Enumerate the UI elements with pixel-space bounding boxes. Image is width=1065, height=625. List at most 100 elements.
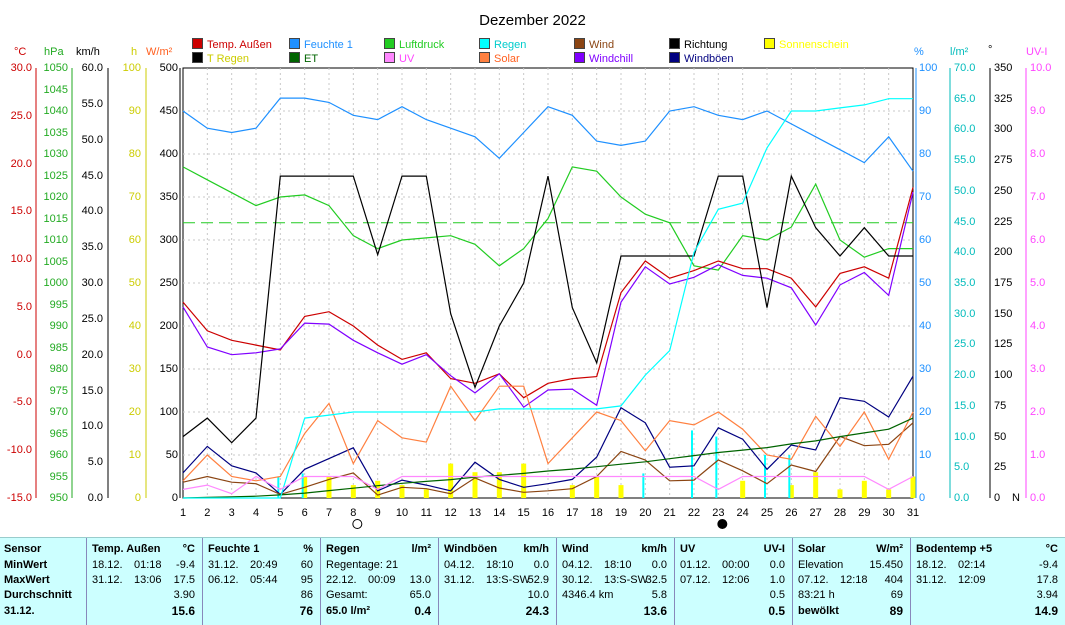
summary-cell-time: 13:S-SW <box>486 574 531 586</box>
y-tick-rain_lm2: 70.0 <box>954 62 976 74</box>
y-tick-direction_deg: 75 <box>994 399 1007 412</box>
bar-sonnenschein <box>472 472 478 498</box>
y-tick-wind_kmh: 10.0 <box>81 420 103 433</box>
summary-cell-date: 31.12. <box>92 574 123 586</box>
y-tick-humidity_pct: 0 <box>919 492 926 504</box>
summary-cell-value: 0.0 <box>769 559 785 571</box>
y-tick-rain_lm2: 40.0 <box>954 246 976 259</box>
summary-panel: Sensor MinWert MaxWert Durchschnitt 31.12. Te… <box>0 537 1065 625</box>
summary-cell-time: 18:10 <box>486 559 514 571</box>
summary-cell-time: 12:06 <box>722 574 750 586</box>
y-tick-wind_kmh: 5.0 <box>87 456 103 469</box>
y-tick-uv_index: 1.0 <box>1030 449 1046 461</box>
legend-item: Luftdruck <box>384 38 444 51</box>
summary-cell-time: 01:18 <box>134 559 162 571</box>
x-tick-label: 10 <box>396 507 408 519</box>
summary-cell-date: 65.0 l/m² <box>326 605 371 617</box>
summary-row: 0.5 <box>675 588 793 602</box>
axis-title-uv: UV-I <box>1026 46 1048 58</box>
y-tick-uv_index: 8.0 <box>1030 148 1046 160</box>
y-tick-sun_h: 20 <box>128 406 141 418</box>
summary-cell-value: -9.4 <box>176 559 195 571</box>
x-tick-label: 24 <box>737 507 749 519</box>
series-line-feuchte-1 <box>182 97 914 172</box>
y-tick-pressure_hpa: 950 <box>49 492 68 504</box>
summary-row: 76 <box>203 604 321 618</box>
summary-cell-value: 1.0 <box>769 574 785 586</box>
y-tick-rain_lm2: 10.0 <box>954 430 976 443</box>
legend-label: Sonnenschein <box>779 39 849 51</box>
summary-row: Elevation 15.450 <box>793 558 911 572</box>
axis-title-direction: ° <box>988 44 993 56</box>
summary-section-unit: W/m² <box>876 543 903 555</box>
y-tick-rain_lm2: 60.0 <box>954 123 976 136</box>
y-tick-pressure_hpa: 1015 <box>43 212 68 225</box>
summary-row: 04.12. 18:10 0.0 <box>439 558 557 572</box>
y-tick-pressure_hpa: 955 <box>49 470 68 483</box>
summary-cell-date: bewölkt <box>798 605 839 617</box>
axis-title-humidity: % <box>914 46 924 58</box>
x-tick-label: 27 <box>810 507 822 519</box>
y-tick-pressure_hpa: 1040 <box>43 105 68 117</box>
x-tick-label: 12 <box>445 507 457 519</box>
legend-item: Richtung <box>669 38 727 51</box>
summary-row: 07.12. 12:06 1.0 <box>675 573 793 587</box>
summary-section-unit: °C <box>1045 543 1058 555</box>
y-tick-wind_kmh: 40.0 <box>81 205 103 218</box>
moon-new-icon <box>717 519 728 529</box>
summary-section-header: Wind km/h <box>557 542 675 556</box>
y-tick-pressure_hpa: 960 <box>49 449 68 461</box>
legend-item: Feuchte 1 <box>289 38 353 51</box>
y-tick-sun_h: 100 <box>122 62 141 74</box>
y-tick-sun_h: 80 <box>128 148 141 160</box>
y-tick-uv_index: 3.0 <box>1030 363 1046 375</box>
summary-cell-time: 12:09 <box>958 574 986 586</box>
x-tick-label: 18 <box>591 507 603 519</box>
summary-section-unit: % <box>303 543 313 555</box>
summary-cell-value: 10.0 <box>527 589 549 601</box>
y-tick-wind_kmh: 50.0 <box>81 133 103 146</box>
summary-section-title: Temp. Außen <box>92 543 161 555</box>
y-tick-solar_wm2: 100 <box>159 406 178 418</box>
legend-swatch <box>289 38 300 49</box>
x-tick-label: 14 <box>493 507 505 519</box>
bar-sonnenschein <box>886 489 892 498</box>
legend-swatch <box>384 52 395 63</box>
y-tick-solar_wm2: 450 <box>159 105 178 117</box>
x-tick-label: 15 <box>518 507 530 519</box>
axis-title-sun: h <box>131 46 138 58</box>
y-tick-solar_wm2: 50 <box>165 449 178 461</box>
summary-cell-value: 60 <box>300 559 313 571</box>
y-tick-temp_c: 15.0 <box>10 205 32 218</box>
y-tick-wind_kmh: 0.0 <box>87 492 103 504</box>
y-tick-direction_deg: 350 <box>994 62 1013 74</box>
x-tick-label: 3 <box>229 507 235 519</box>
x-tick-label: 22 <box>688 507 700 519</box>
summary-cell-date: 07.12. <box>680 574 711 586</box>
y-tick-direction_deg: 200 <box>994 246 1013 259</box>
legend-label: Solar <box>494 53 520 65</box>
summary-section: Bodentemp +5 °C 18.12. 02:14 -9.4 31.12. 12:09… <box>910 538 1065 625</box>
summary-row: 30.12. 13:S-SW 32.5 <box>557 573 675 587</box>
summary-cell-date: 06.12. <box>208 574 239 586</box>
axis-title-solar: W/m² <box>146 46 173 58</box>
y-tick-temp_c: -15.0 <box>6 492 32 504</box>
summary-cell-date: 4346.4 km <box>562 589 614 601</box>
legend-item: Windböen <box>669 52 734 65</box>
x-tick-label: 29 <box>858 507 870 519</box>
y-tick-sun_h: 60 <box>128 234 141 246</box>
bar-sonnenschein <box>448 463 454 498</box>
y-tick-uv_index: 9.0 <box>1030 105 1046 117</box>
x-tick-label: 19 <box>615 507 627 519</box>
summary-cell-date: Elevation <box>798 559 844 571</box>
legend-swatch <box>669 52 680 63</box>
summary-cell-value: 0.0 <box>533 559 549 571</box>
summary-section-title: Windböen <box>444 543 498 555</box>
bar-sonnenschein <box>837 489 843 498</box>
legend-swatch <box>384 38 395 49</box>
summary-row: 22.12. 00:09 13.0 <box>321 573 439 587</box>
legend-item: Regen <box>479 38 526 51</box>
summary-section: Temp. Außen °C 18.12. 01:18 -9.4 31.12. 13:06 1… <box>86 538 203 625</box>
summary-row: 14.9 <box>911 604 1065 618</box>
legend-label: UV <box>399 53 415 65</box>
